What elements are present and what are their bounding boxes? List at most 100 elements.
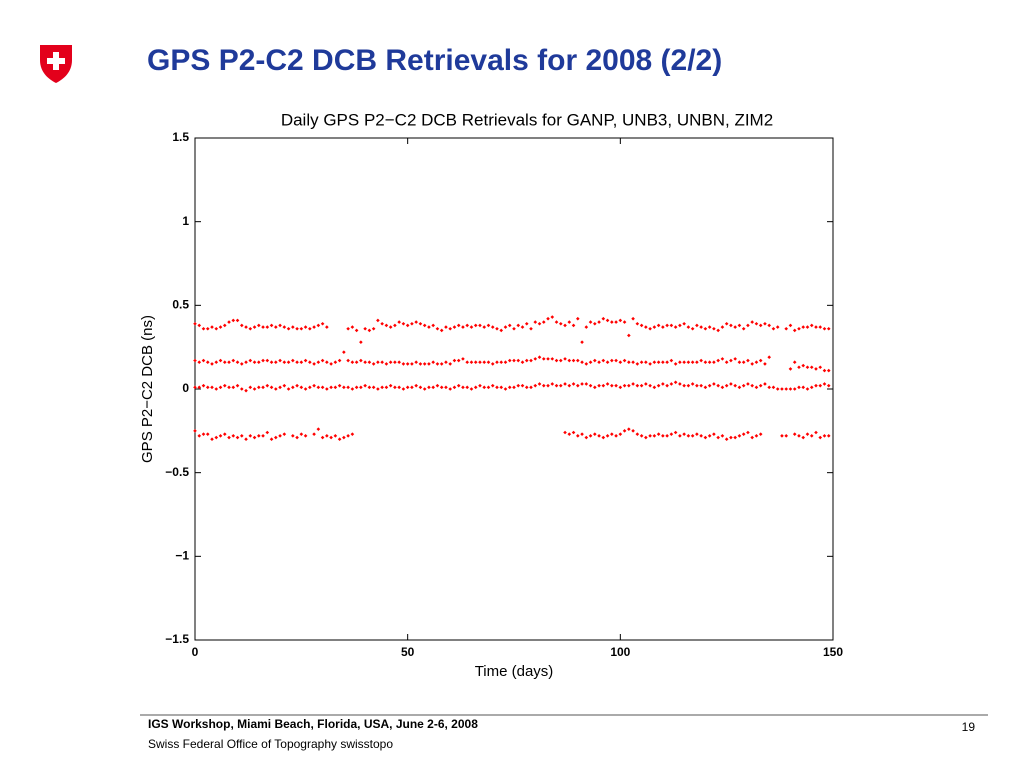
data-point — [316, 427, 321, 431]
swiss-logo — [40, 45, 72, 83]
data-point — [669, 432, 674, 436]
data-point — [274, 435, 278, 440]
data-point — [371, 326, 376, 331]
data-point — [784, 387, 789, 391]
data-point — [499, 385, 504, 390]
data-point — [567, 383, 572, 388]
data-point — [797, 326, 801, 331]
data-point — [507, 385, 512, 390]
data-point — [605, 318, 610, 323]
data-point — [350, 432, 355, 436]
x-tick-label: 100 — [610, 645, 630, 659]
data-point — [516, 323, 521, 328]
data-point — [444, 385, 448, 390]
data-point — [563, 357, 567, 361]
data-point — [269, 385, 274, 390]
data-point — [631, 429, 635, 433]
data-point — [686, 383, 691, 388]
data-point — [618, 432, 623, 436]
data-point — [214, 435, 219, 440]
data-point — [435, 326, 440, 331]
data-point — [686, 434, 691, 438]
data-point — [826, 368, 831, 373]
data-point — [486, 360, 491, 365]
data-point — [354, 360, 359, 365]
data-point — [622, 358, 627, 363]
data-point — [337, 383, 342, 388]
data-point — [741, 326, 746, 331]
data-point — [763, 382, 767, 386]
data-point — [299, 432, 304, 436]
data-point — [665, 383, 669, 388]
data-point — [286, 360, 291, 365]
data-point — [265, 325, 270, 329]
data-point — [524, 321, 529, 326]
data-point — [244, 325, 248, 329]
data-point — [818, 365, 823, 370]
data-point — [648, 362, 652, 366]
data-point — [384, 385, 389, 390]
data-point — [818, 383, 823, 388]
y-tick-label: −1 — [175, 549, 189, 563]
data-point — [376, 360, 380, 365]
data-point — [627, 360, 631, 365]
data-point — [750, 362, 754, 366]
data-point — [448, 387, 452, 391]
data-point — [520, 383, 525, 388]
data-point — [695, 432, 699, 436]
data-point — [661, 360, 665, 365]
data-point — [201, 358, 206, 363]
data-point — [644, 325, 648, 329]
data-point — [499, 328, 504, 333]
data-point — [622, 383, 627, 388]
data-point — [639, 323, 644, 328]
data-point — [350, 325, 355, 329]
data-point — [809, 323, 814, 328]
data-point — [695, 383, 699, 388]
data-point — [452, 385, 457, 390]
data-point — [414, 383, 418, 388]
data-point — [567, 358, 572, 363]
data-point — [278, 434, 282, 438]
y-tick-label: −0.5 — [165, 465, 189, 479]
data-point — [788, 367, 793, 371]
y-tick-label: −1.5 — [165, 632, 189, 646]
data-point — [690, 360, 695, 365]
data-point — [274, 387, 278, 391]
data-point — [295, 360, 299, 365]
chart-title: Daily GPS P2−C2 DCB Retrievals for GANP,… — [281, 110, 773, 129]
data-point — [393, 385, 397, 390]
data-point — [278, 358, 282, 363]
data-point — [550, 382, 555, 386]
data-point — [431, 360, 435, 365]
data-point — [210, 362, 214, 366]
data-point — [814, 325, 818, 329]
data-point — [758, 383, 763, 388]
data-point — [826, 326, 831, 331]
data-point — [201, 432, 206, 436]
data-point — [771, 385, 776, 390]
data-point — [291, 385, 295, 390]
data-point — [661, 434, 665, 438]
data-point — [239, 387, 244, 391]
data-point — [418, 385, 423, 390]
data-point — [690, 382, 695, 386]
data-point — [337, 358, 342, 363]
data-point — [218, 385, 223, 390]
data-point — [639, 383, 644, 388]
data-point — [822, 434, 827, 438]
data-point — [380, 360, 384, 365]
data-point — [750, 383, 754, 388]
data-point — [503, 387, 508, 391]
data-point — [656, 323, 661, 328]
data-point — [686, 325, 691, 329]
data-point — [274, 360, 278, 365]
data-point — [210, 437, 214, 441]
data-point — [333, 385, 338, 390]
data-point — [320, 358, 325, 363]
data-point — [201, 326, 206, 331]
data-point — [461, 385, 465, 390]
data-point — [652, 385, 657, 390]
data-point — [622, 429, 627, 433]
data-point — [801, 363, 806, 368]
